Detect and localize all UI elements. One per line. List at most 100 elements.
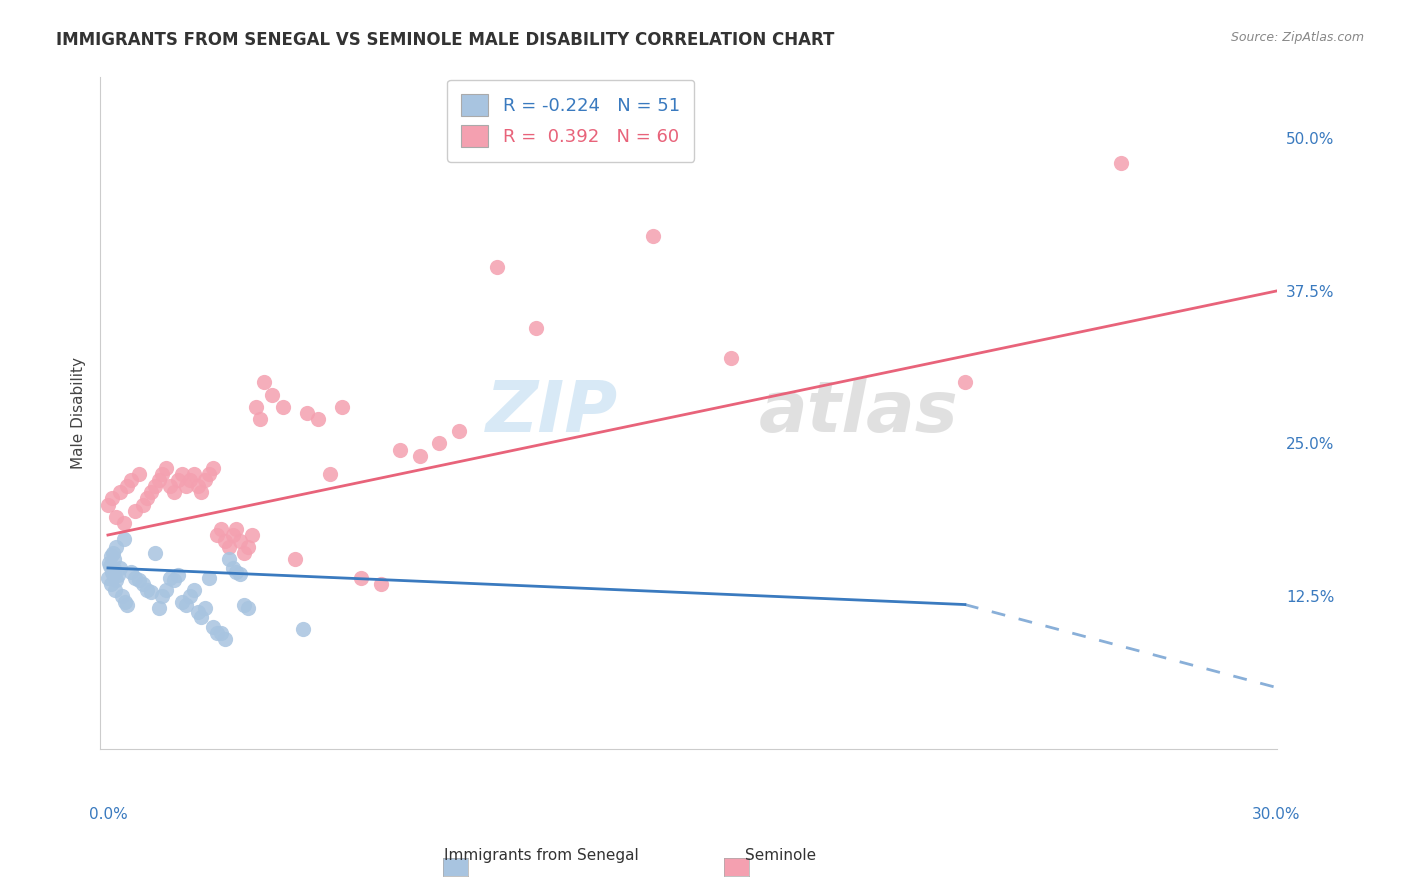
Point <box>135 582 157 597</box>
Point <box>148 601 170 615</box>
Point <box>249 412 271 426</box>
Text: atlas: atlas <box>759 378 959 448</box>
Point <box>170 595 193 609</box>
Point <box>953 376 976 390</box>
Point <box>209 522 232 536</box>
Point <box>408 449 430 463</box>
Point <box>100 549 122 563</box>
Point <box>225 565 247 579</box>
Point <box>163 485 186 500</box>
Point <box>101 491 124 506</box>
Point <box>117 479 139 493</box>
Point <box>114 595 136 609</box>
Text: IMMIGRANTS FROM SENEGAL VS SEMINOLE MALE DISABILITY CORRELATION CHART: IMMIGRANTS FROM SENEGAL VS SEMINOLE MALE… <box>56 31 835 49</box>
Point <box>284 552 307 566</box>
Point <box>202 619 225 633</box>
Point <box>330 400 353 414</box>
Point <box>105 540 128 554</box>
Point <box>218 540 240 554</box>
Point <box>179 473 201 487</box>
Point <box>170 467 193 481</box>
Point <box>183 467 205 481</box>
Point <box>155 582 177 597</box>
Point <box>319 467 342 481</box>
Point <box>720 351 742 365</box>
Point <box>108 485 131 500</box>
Point <box>104 509 127 524</box>
Point <box>307 412 329 426</box>
Point <box>174 479 197 493</box>
Point <box>221 528 243 542</box>
Point <box>159 479 181 493</box>
Point <box>186 479 208 493</box>
Point <box>98 556 121 570</box>
Point <box>100 576 122 591</box>
Point <box>124 503 146 517</box>
Text: Source: ZipAtlas.com: Source: ZipAtlas.com <box>1230 31 1364 45</box>
Point <box>389 442 412 457</box>
Point <box>240 528 263 542</box>
Point <box>194 473 217 487</box>
Text: 30.0%: 30.0% <box>1253 807 1301 822</box>
Point <box>103 567 125 582</box>
Point <box>236 540 259 554</box>
Point <box>447 425 470 439</box>
Point <box>104 582 127 597</box>
Point <box>139 585 162 599</box>
Point <box>218 552 240 566</box>
Text: 0.0%: 0.0% <box>89 807 128 822</box>
Text: Seminole: Seminole <box>745 848 815 863</box>
Point <box>124 571 146 585</box>
Point <box>163 573 186 587</box>
Point <box>103 552 125 566</box>
Point <box>132 498 155 512</box>
Point <box>174 598 197 612</box>
Point <box>143 479 166 493</box>
Point <box>152 589 174 603</box>
Point <box>179 589 201 603</box>
Point <box>643 229 665 244</box>
Point <box>271 400 294 414</box>
Point <box>370 576 392 591</box>
Point <box>1109 156 1132 170</box>
Point <box>110 589 132 603</box>
Point <box>132 576 155 591</box>
Point <box>186 605 208 619</box>
Point <box>245 400 267 414</box>
Point <box>233 546 256 560</box>
Point <box>167 568 190 582</box>
Point <box>214 632 236 646</box>
Point <box>152 467 174 481</box>
Point <box>205 625 228 640</box>
Y-axis label: Male Disability: Male Disability <box>72 357 86 469</box>
Point <box>260 387 283 401</box>
Point <box>112 516 135 530</box>
Point <box>101 546 124 560</box>
Point <box>233 598 256 612</box>
Point <box>107 568 129 582</box>
Point <box>120 473 142 487</box>
Point <box>139 485 162 500</box>
Point <box>97 571 120 585</box>
Text: ZIP: ZIP <box>485 378 617 448</box>
Point <box>190 485 212 500</box>
Text: Immigrants from Senegal: Immigrants from Senegal <box>444 848 638 863</box>
Point <box>205 528 228 542</box>
Point <box>236 601 259 615</box>
Point <box>194 601 217 615</box>
Point <box>97 498 120 512</box>
Point <box>159 571 181 585</box>
Point <box>198 571 221 585</box>
Point <box>229 567 252 582</box>
Point <box>295 406 318 420</box>
Point <box>103 562 125 576</box>
Point <box>104 573 127 587</box>
Point <box>183 582 205 597</box>
Point <box>143 546 166 560</box>
Point <box>190 609 212 624</box>
Point <box>198 467 221 481</box>
Point <box>112 532 135 546</box>
Point <box>526 320 548 334</box>
Point <box>291 622 314 636</box>
Legend: R = -0.224   N = 51, R =  0.392   N = 60: R = -0.224 N = 51, R = 0.392 N = 60 <box>447 79 695 161</box>
